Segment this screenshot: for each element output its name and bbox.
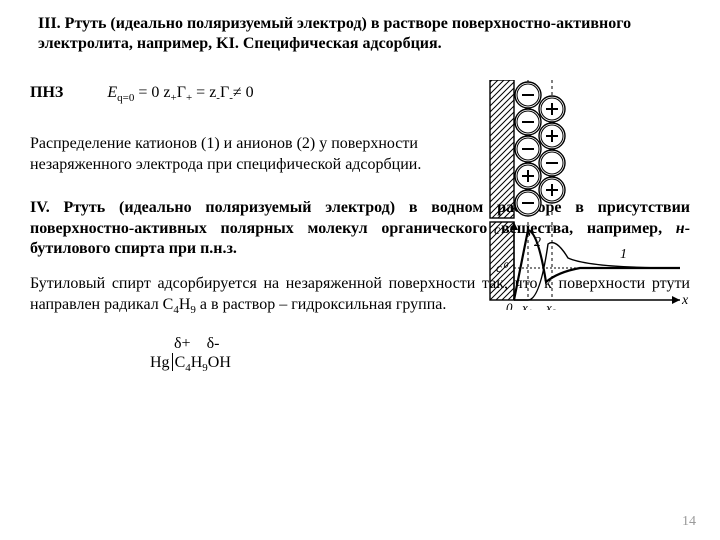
page-number: 14 (682, 514, 696, 530)
axis-x2-label: x₂ (545, 300, 557, 310)
eq-eq0: = 0 (134, 84, 159, 101)
eq-mid: = z (192, 84, 216, 101)
axis-x1-label: x₁ (521, 300, 532, 310)
formula-hg: Hg (150, 354, 170, 371)
body-b: H (179, 296, 191, 313)
equation: Eq=0 = 0 z+Γ+ = z-Γ-≠ 0 (107, 84, 253, 104)
curve-2-label: 2 (534, 235, 541, 250)
eq-E-sub: q=0 (117, 92, 134, 104)
formula-main: HgC4H9OH (150, 353, 690, 374)
delta-row: δ+ δ- (150, 335, 690, 353)
axis-c0-label: c⁰ (496, 260, 509, 275)
eq-E: E (107, 84, 117, 101)
axis-x-label: x (681, 293, 689, 308)
delta-minus: δ- (207, 335, 220, 352)
adsorption-figure: c c⁰ 0 x₁ x₂ x 1 2 (480, 80, 690, 310)
eq-neq0: ≠ 0 (233, 84, 254, 101)
caption-line-2: незаряженного электрода при специфическо… (30, 156, 421, 173)
delta-plus: δ+ (174, 335, 191, 352)
formula-oh: OH (208, 354, 231, 371)
body-c: а в раствор – гидроксильная группа. (196, 296, 446, 313)
vertical-bar-icon (172, 353, 173, 371)
figure-svg: c c⁰ 0 x₁ x₂ x 1 2 (480, 80, 690, 310)
axis-c-label: c (494, 223, 501, 238)
caption-line-1: Распределение катионов (1) и анионов (2)… (30, 135, 418, 152)
curve-1-label: 1 (620, 247, 627, 262)
section-3-title: III. Ртуть (идеально поляризуемый электр… (30, 14, 690, 54)
title-text: III. Ртуть (идеально поляризуемый электр… (38, 15, 631, 52)
formula-h: H (191, 354, 203, 371)
formula-block: δ+ δ- HgC4H9OH (150, 335, 690, 374)
eq-gminus: Γ (220, 84, 229, 101)
formula-c: C (175, 354, 186, 371)
axis-zero-label: 0 (506, 300, 513, 310)
figure-caption: Распределение катионов (1) и анионов (2)… (30, 134, 450, 176)
pnz-label: ПНЗ (30, 84, 63, 102)
eq-gplus: Γ (177, 84, 186, 101)
